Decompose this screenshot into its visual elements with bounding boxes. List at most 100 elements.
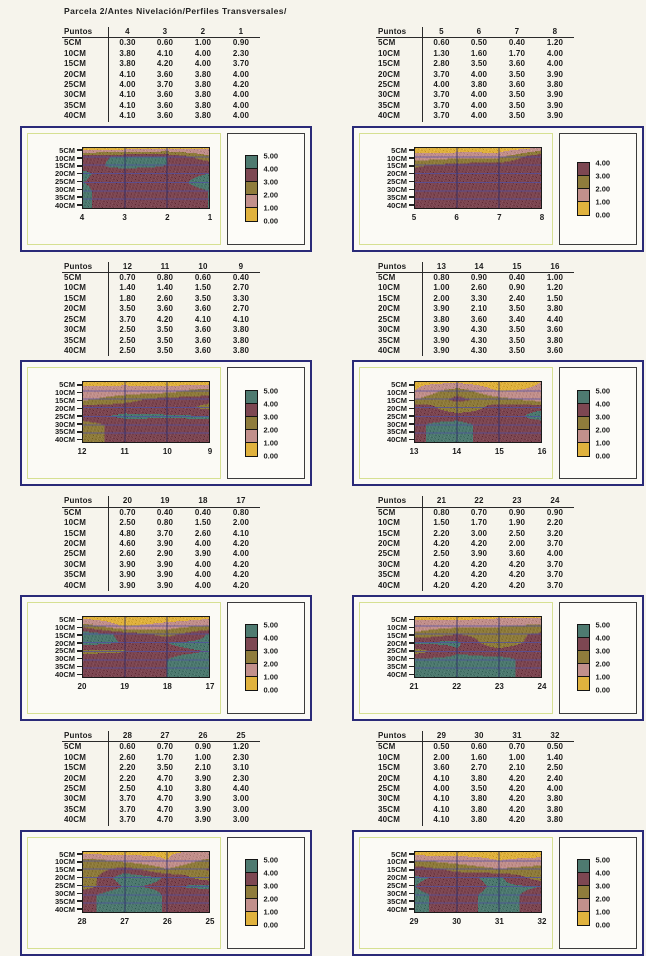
table-row: 10CM 1.40 1.40 1.50 2.70: [62, 283, 260, 294]
table-body: 5CM 0.70 0.40 0.40 0.80 10CM 2.50 0.80 1.50 2.00 1…: [62, 507, 260, 591]
punto-header: 11: [160, 261, 170, 271]
value-cell: 4.10: [422, 815, 460, 826]
value-cell: 0.50: [422, 742, 460, 753]
table-row: 35CM 3.70 4.00 3.50 3.90: [376, 100, 574, 112]
value-cell: 3.60: [156, 304, 174, 314]
value-cell: 0.70: [470, 507, 488, 517]
value-cell: 0.60: [194, 273, 212, 283]
x-axis-label: 10: [162, 447, 172, 457]
legend-label: 3.00: [595, 646, 611, 656]
value-cell: 2.70: [232, 283, 250, 293]
y-axis-tick-icon: [409, 884, 414, 887]
value-cell: 3.40: [508, 314, 526, 324]
punto-header: 32: [550, 730, 560, 740]
value-cell: 4.20: [232, 80, 250, 90]
x-axis-label: 17: [205, 681, 215, 691]
depth-label: 15CM: [378, 528, 401, 538]
y-axis-label-text: 25CM: [54, 411, 75, 421]
legend-labels: 5.00 4.00 3.00 2.00 1.00 0.00: [595, 386, 620, 460]
value-cell: 0.40: [232, 273, 250, 283]
punto-header: 29: [422, 730, 460, 742]
value-cell: 3.60: [156, 90, 174, 100]
x-axis-label: 21: [409, 681, 419, 691]
y-axis-tick-icon: [409, 384, 414, 386]
legend-label: 5.00: [595, 855, 611, 865]
legend-label: 0.00: [595, 685, 611, 695]
depth-label: 20CM: [378, 304, 401, 314]
table-body: 5CM 0.60 0.50 0.40 1.20 10CM 1.30 1.60 1.70 4.00 1…: [376, 38, 574, 122]
y-axis-label-text: 20CM: [386, 169, 407, 179]
y-axis-labels: 5CM 10CM 15CM 20CM 25CM 30CM 35CM 40CM: [364, 381, 414, 443]
value-cell: 4.00: [470, 90, 488, 100]
y-axis-label: 25CM: [55, 647, 82, 655]
y-axis-label-text: 40CM: [386, 435, 407, 445]
y-axis-tick-icon: [409, 634, 414, 636]
y-axis-labels: 5CM 10CM 15CM 20CM 25CM 30CM 35CM 40CM: [32, 381, 82, 443]
value-cell: 3.60: [508, 80, 526, 90]
y-axis-label-text: 15CM: [54, 630, 75, 640]
x-axis-label: 2: [165, 212, 170, 222]
legend-label: 0.00: [263, 216, 279, 226]
y-axis-label: 30CM: [55, 655, 82, 662]
heatmap-chart: 5CM 10CM 15CM 20CM 25CM 30CM 35CM 40CM 5 6 7 8 4.0…: [352, 125, 644, 252]
value-cell: 1.60: [470, 752, 488, 762]
y-axis-tick-icon: [77, 423, 82, 425]
punto-header: 10: [198, 261, 208, 271]
legend-label: 5.00: [595, 386, 611, 396]
depth-label: 40CM: [378, 815, 401, 825]
legend-label: 4.00: [263, 868, 279, 878]
table-body: 5CM 0.70 0.80 0.60 0.40 10CM 1.40 1.40 1.50 2.70 1…: [62, 273, 260, 357]
chart-area: 5CM 10CM 15CM 20CM 25CM 30CM 35CM 40CM 29 30 31 32: [359, 836, 553, 949]
x-axis-label: 8: [539, 212, 545, 222]
value-cell: 2.40: [508, 293, 526, 303]
table-header-puntos: Puntos: [64, 730, 93, 740]
table-row: 5CM 0.50 0.60 0.70 0.50: [376, 742, 574, 753]
value-cell: 1.70: [156, 752, 174, 762]
y-axis-label-text: 20CM: [54, 873, 75, 883]
x-axis-label: 5: [411, 212, 417, 222]
value-cell: 3.50: [470, 784, 488, 793]
depth-label: 20CM: [64, 304, 87, 314]
legend: 5.00 4.00 3.00 2.00 1.00 0.00: [559, 601, 637, 714]
depth-label: 40CM: [64, 580, 87, 590]
value-cell: 3.90: [546, 111, 564, 121]
table-row: 15CM 2.00 3.30 2.40 1.50: [376, 293, 574, 305]
punto-header: 4: [108, 27, 146, 38]
y-axis-tick-icon: [77, 634, 82, 636]
table-row: 10CM 1.00 2.60 0.90 1.20: [376, 283, 574, 294]
value-cell: 3.90: [546, 69, 564, 79]
value-cell: 2.20: [108, 773, 146, 784]
legend-color-segment: [245, 169, 257, 183]
y-axis-tick-icon: [77, 892, 82, 895]
value-cell: 2.50: [108, 345, 146, 357]
y-axis-labels: 5CM 10CM 15CM 20CM 25CM 30CM 35CM 40CM: [32, 616, 82, 678]
y-axis-tick-icon: [77, 384, 82, 386]
value-cell: 4.10: [108, 111, 146, 122]
value-cell: 3.60: [194, 304, 212, 314]
value-cell: 4.20: [508, 804, 526, 814]
value-cell: 3.50: [156, 345, 174, 355]
value-cell: 3.80: [108, 59, 146, 70]
value-cell: 4.20: [422, 538, 460, 550]
data-table: Puntos 28 27 26 25 5CM 0.60 0.70 0.90 1.20 10CM 2…: [62, 730, 260, 826]
value-cell: 3.30: [470, 293, 488, 303]
legend-color-segment: [577, 188, 589, 202]
x-axis-label: 13: [409, 447, 419, 457]
y-axis-tick-icon: [409, 892, 414, 895]
y-axis-label: 20CM: [387, 874, 414, 881]
y-axis-label-text: 35CM: [386, 192, 407, 202]
y-axis-label: 25CM: [387, 882, 414, 889]
x-axis-label: 31: [494, 916, 504, 926]
depth-label: 5CM: [64, 742, 82, 752]
value-cell: 3.20: [546, 528, 564, 538]
table-row: 15CM 1.80 2.60 3.50 3.30: [62, 293, 260, 305]
y-axis-label-text: 20CM: [386, 638, 407, 648]
value-cell: 4.00: [232, 549, 250, 559]
value-cell: 4.00: [422, 784, 460, 795]
y-axis-label: 25CM: [55, 178, 82, 185]
legend-label: 2.00: [595, 425, 611, 435]
y-axis-label: 25CM: [387, 412, 414, 420]
heatmap-canvas: [415, 382, 541, 443]
legend: 5.00 4.00 3.00 2.00 1.00 0.00: [227, 367, 305, 480]
y-axis-tick-icon: [77, 665, 82, 668]
